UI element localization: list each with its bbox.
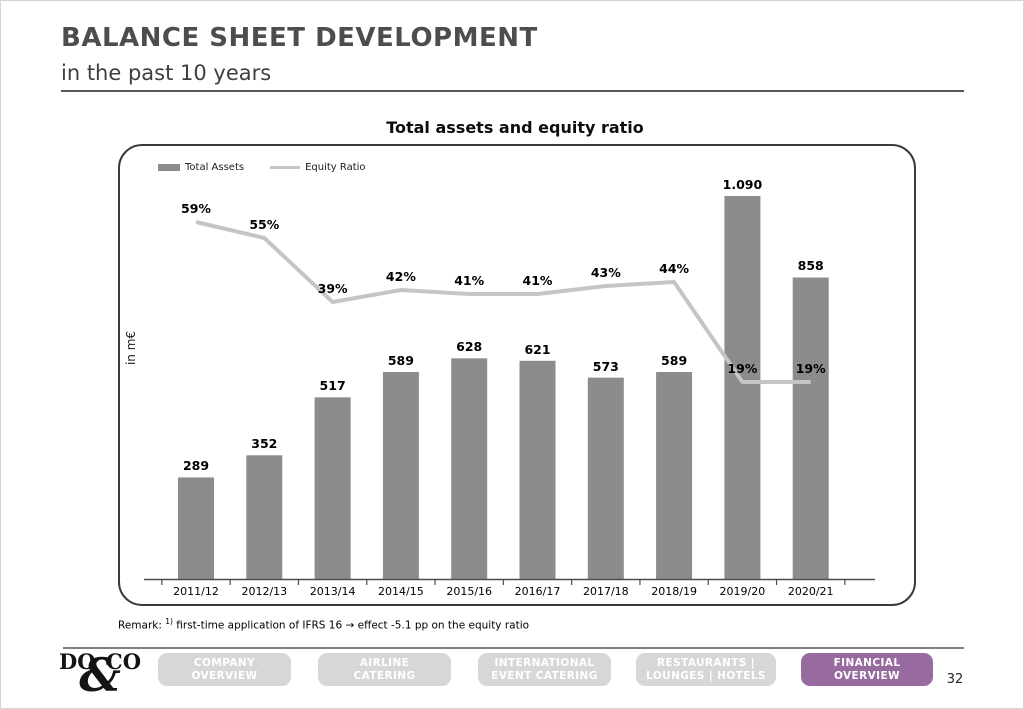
bar-value-label: 589 bbox=[387, 353, 414, 369]
nav-button-label: FINANCIAL bbox=[833, 656, 901, 669]
nav-button-company-overview[interactable]: COMPANY OVERVIEW bbox=[158, 653, 291, 686]
nav-button-label: INTERNATIONAL bbox=[494, 656, 595, 669]
page-number: 32 bbox=[946, 672, 964, 687]
plot-area: Total Assets Equity Ratio in m€ 289 352 51… bbox=[118, 144, 916, 606]
x-axis-label: 2020/21 bbox=[787, 585, 834, 598]
total-assets-bar bbox=[451, 358, 488, 579]
legend-item-equity-ratio: Equity Ratio bbox=[270, 162, 366, 173]
nav-button-label: RESTAURANTS | bbox=[657, 656, 755, 669]
x-axis-label: 2011/12 bbox=[173, 585, 219, 598]
equity-point-label: 43% bbox=[590, 265, 621, 280]
remark-prefix: Remark: bbox=[118, 619, 162, 632]
total-assets-bar bbox=[724, 195, 761, 579]
nav-button-label: CATERING bbox=[353, 669, 416, 682]
equity-point-label: 39% bbox=[317, 281, 348, 296]
page-title: BALANCE SHEET DEVELOPMENT bbox=[61, 23, 538, 53]
total-assets-bar bbox=[314, 397, 351, 579]
equity-point-label: 41% bbox=[522, 273, 553, 288]
logo-text-co: CO bbox=[105, 649, 141, 674]
bar-value-label: 628 bbox=[456, 339, 483, 355]
bar-value-label: 589 bbox=[661, 353, 688, 369]
equity-point-label: 55% bbox=[249, 217, 280, 232]
nav-button-label: OVERVIEW bbox=[833, 669, 900, 682]
nav-button-label: LOUNGES | HOTELS bbox=[646, 669, 766, 682]
bar-value-label: 1.090 bbox=[722, 176, 763, 192]
remark-text: first-time application of IFRS 16 → effe… bbox=[176, 619, 530, 632]
equity-ratio-line bbox=[195, 220, 811, 384]
nav-button-label: OVERVIEW bbox=[191, 669, 258, 682]
nav-button-label: COMPANY bbox=[193, 656, 256, 669]
equity-point-label: 44% bbox=[659, 261, 690, 276]
doco-logo: DO & CO bbox=[57, 649, 143, 707]
bar-value-label: 573 bbox=[592, 358, 619, 374]
nav-button-label: EVENT CATERING bbox=[491, 669, 598, 682]
equity-point-label: 19% bbox=[727, 361, 758, 376]
logo-text-do: DO bbox=[59, 649, 96, 674]
legend-item-total-assets: Total Assets bbox=[158, 162, 244, 173]
bar-value-label: 621 bbox=[524, 341, 551, 357]
legend-label: Total Assets bbox=[185, 162, 245, 173]
equity-point-label: 42% bbox=[385, 269, 416, 284]
total-assets-bar bbox=[587, 377, 624, 579]
legend-label: Equity Ratio bbox=[305, 162, 366, 173]
x-axis-label: 2017/18 bbox=[582, 585, 629, 598]
nav-button-international-event-catering[interactable]: INTERNATIONAL EVENT CATERING bbox=[478, 653, 611, 686]
nav-button-financial-overview[interactable]: FINANCIAL OVERVIEW bbox=[801, 653, 933, 686]
bar-swatch-icon bbox=[158, 164, 180, 171]
total-assets-bar bbox=[246, 455, 283, 579]
chart-legend: Total Assets Equity Ratio bbox=[158, 162, 392, 173]
total-assets-bar bbox=[792, 277, 829, 579]
x-axis-label: 2013/14 bbox=[309, 585, 356, 598]
x-axis-label: 2018/19 bbox=[651, 585, 697, 598]
x-axis-label: 2012/13 bbox=[241, 585, 288, 598]
equity-point-label: 59% bbox=[181, 201, 211, 216]
header-divider bbox=[61, 90, 964, 92]
nav-button-restaurants-lounges-hotels[interactable]: RESTAURANTS | LOUNGES | HOTELS bbox=[636, 653, 776, 686]
total-assets-bar bbox=[178, 477, 214, 579]
total-assets-bar bbox=[382, 372, 419, 579]
equity-point-label: 19% bbox=[795, 361, 826, 376]
x-axis-label: 2016/17 bbox=[514, 585, 561, 598]
total-assets-bar bbox=[656, 372, 693, 579]
line-swatch-icon bbox=[270, 166, 301, 169]
remark-superscript: 1) bbox=[165, 617, 173, 626]
x-axis-label: 2014/15 bbox=[378, 585, 424, 598]
chart-title: Total assets and equity ratio bbox=[386, 118, 644, 137]
chart-canvas bbox=[144, 195, 875, 585]
bar-value-label: 289 bbox=[182, 458, 210, 474]
footnote-remark: Remark: 1) first-time application of IFR… bbox=[118, 617, 529, 632]
footer-divider bbox=[63, 647, 964, 649]
bar-value-label: 352 bbox=[251, 436, 278, 452]
x-axis-label: 2019/20 bbox=[719, 585, 766, 598]
x-axis-label: 2015/16 bbox=[446, 585, 493, 598]
logo-ampersand-icon: & bbox=[79, 648, 121, 702]
page-subtitle: in the past 10 years bbox=[61, 61, 272, 85]
bar-value-label: 858 bbox=[797, 258, 824, 274]
equity-point-label: 41% bbox=[454, 273, 485, 288]
nav-button-airline-catering[interactable]: AIRLINE CATERING bbox=[318, 653, 451, 686]
total-assets-bar bbox=[519, 360, 556, 579]
chart-border-box bbox=[118, 144, 916, 606]
nav-button-label: AIRLINE bbox=[359, 656, 410, 669]
bar-value-label: 517 bbox=[319, 378, 346, 394]
